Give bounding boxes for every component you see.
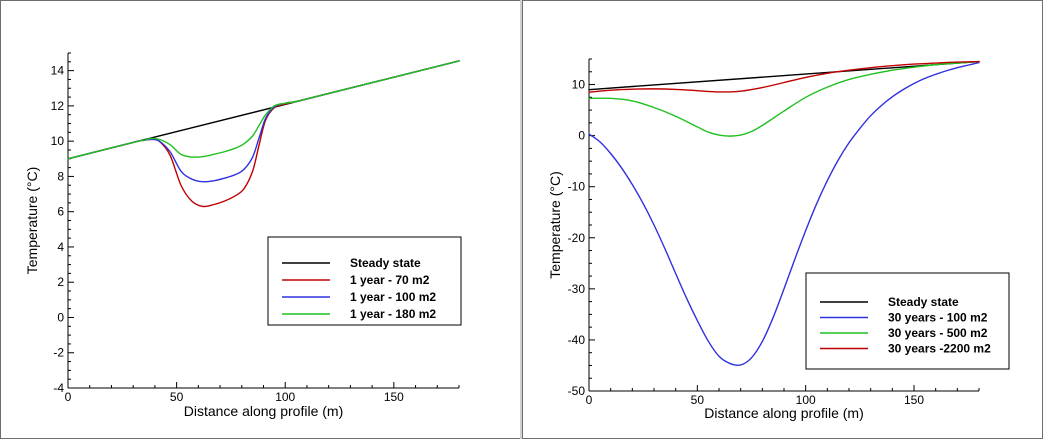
legend-box bbox=[805, 272, 1010, 370]
y-tick-label: 8 bbox=[57, 169, 64, 183]
y-tick-label: -50 bbox=[568, 384, 586, 398]
y-tick-label: -30 bbox=[568, 282, 586, 296]
y-tick-label: 10 bbox=[51, 134, 65, 148]
legend-label-1: Steady state bbox=[350, 256, 421, 270]
legend-label-2: 1 year - 70 m2 bbox=[350, 273, 430, 287]
series-line-4 bbox=[588, 60, 980, 93]
series-line-3 bbox=[588, 60, 980, 137]
y-axis-label: Temperature (°C) bbox=[24, 167, 40, 275]
y-tick-label: -40 bbox=[568, 333, 586, 347]
x-tick-label: 0 bbox=[65, 390, 72, 404]
x-tick-label: 100 bbox=[796, 393, 816, 407]
legend: Steady state 1 year - 70 m2 1 year - 100 m… bbox=[267, 236, 462, 326]
x-tick-label: 50 bbox=[691, 393, 705, 407]
series-line-2 bbox=[588, 61, 980, 367]
x-axis-label: Distance along profile (m) bbox=[704, 405, 864, 421]
series-line-2 bbox=[67, 60, 460, 208]
right-chart-panel: 0 50 100 150 -50 -40 -30 -20 -10 0 10 Distance alon… bbox=[522, 0, 1043, 439]
y-tick-label: 4 bbox=[57, 240, 64, 254]
x-tick-label: 150 bbox=[384, 390, 404, 404]
x-tick-label: 0 bbox=[586, 393, 593, 407]
y-tick-label: 12 bbox=[51, 99, 65, 113]
legend-label-4: 30 years -2200 m2 bbox=[888, 342, 991, 356]
panel-divider bbox=[520, 0, 523, 439]
legend-box bbox=[267, 236, 462, 326]
left-chart-panel: 0 50 100 150 -4 -2 0 2 4 6 8 10 12 14 Distance along p… bbox=[0, 0, 521, 439]
y-tick-label: 6 bbox=[57, 205, 64, 219]
y-tick-label: -20 bbox=[568, 231, 586, 245]
y-tick-label: 10 bbox=[572, 78, 586, 92]
y-tick-label: -4 bbox=[53, 381, 64, 395]
legend-label-1: Steady state bbox=[888, 295, 959, 309]
x-tick-label: 50 bbox=[170, 390, 184, 404]
x-tick-label: 150 bbox=[904, 393, 924, 407]
legend-label-4: 1 year - 180 m2 bbox=[350, 307, 436, 321]
legend-label-3: 30 years - 500 m2 bbox=[888, 326, 988, 340]
y-tick-label: 14 bbox=[51, 64, 65, 78]
x-axis-label: Distance along profile (m) bbox=[184, 403, 344, 419]
legend-label-3: 1 year - 100 m2 bbox=[350, 290, 436, 304]
y-tick-label: 0 bbox=[578, 129, 585, 143]
y-axis-label: Temperature (°C) bbox=[547, 171, 563, 279]
y-tick-label: 0 bbox=[57, 310, 64, 324]
y-tick-label: 2 bbox=[57, 275, 64, 289]
left-line-chart: 0 50 100 150 -4 -2 0 2 4 6 8 10 12 14 Distance along p… bbox=[24, 52, 462, 419]
legend-label-2: 30 years - 100 m2 bbox=[888, 311, 988, 325]
right-line-chart: 0 50 100 150 -50 -40 -30 -20 -10 0 10 Distance alon… bbox=[547, 58, 1010, 421]
series-line-3 bbox=[67, 60, 460, 183]
y-tick-label: -2 bbox=[53, 346, 64, 360]
series-line-1 bbox=[588, 60, 980, 91]
x-tick-label: 100 bbox=[275, 390, 295, 404]
series-line-4 bbox=[67, 60, 460, 160]
axes bbox=[67, 52, 460, 389]
axes bbox=[588, 58, 980, 392]
y-tick-label: -10 bbox=[568, 180, 586, 194]
